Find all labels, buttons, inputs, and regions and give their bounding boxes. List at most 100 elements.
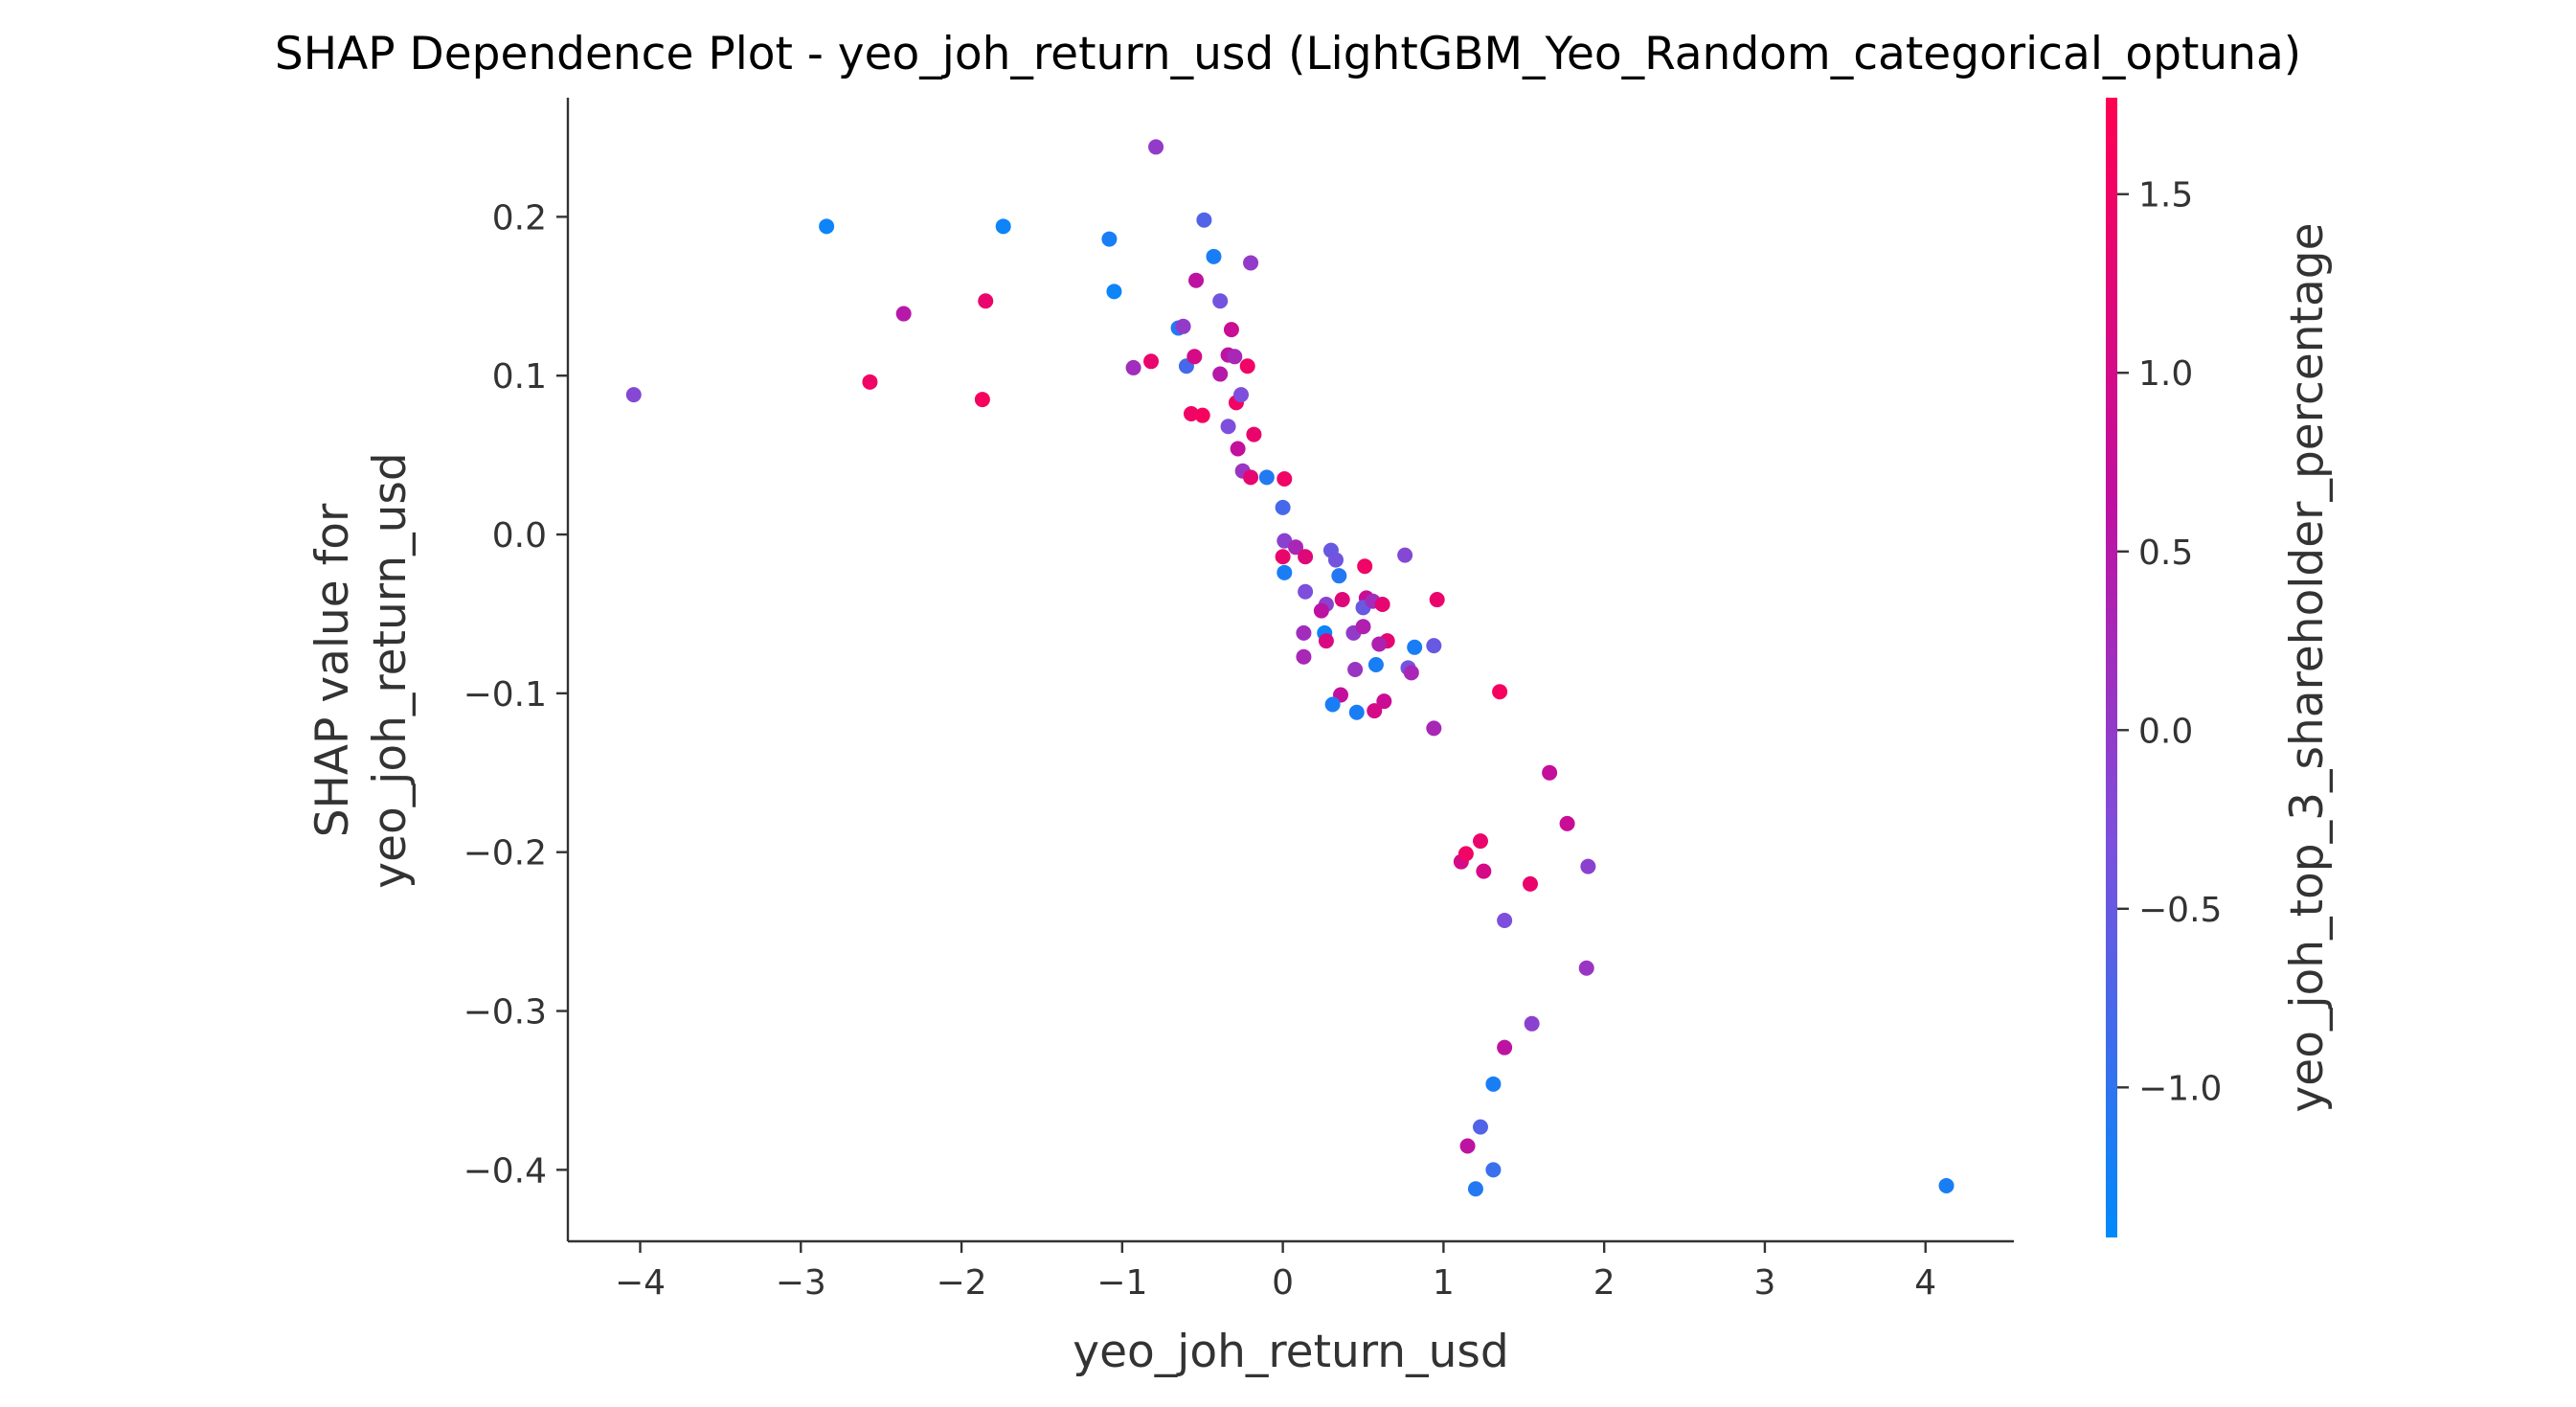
data-point <box>1277 564 1293 580</box>
x-tick-label: 1 <box>1433 1263 1455 1303</box>
data-point <box>1232 387 1249 403</box>
data-point <box>1227 349 1243 365</box>
data-point <box>1243 469 1259 486</box>
data-point <box>1246 426 1262 443</box>
data-point <box>1298 549 1314 565</box>
data-point <box>1407 639 1423 655</box>
data-point <box>1374 597 1390 613</box>
data-point <box>1288 539 1304 556</box>
data-point <box>895 306 912 322</box>
data-point <box>1277 533 1293 549</box>
data-point <box>1277 471 1293 487</box>
x-axis-ticks: −4 −3 −2 −1 0 1 2 3 4 <box>615 1241 1936 1303</box>
data-point <box>1212 366 1229 382</box>
colorbar-tick-label: 1.5 <box>2138 176 2193 216</box>
data-point <box>1298 583 1314 600</box>
data-point <box>1318 633 1334 649</box>
data-point <box>1125 359 1141 375</box>
data-point <box>1497 913 1513 929</box>
data-point <box>1522 875 1538 892</box>
data-point <box>1426 720 1442 737</box>
data-point <box>1467 1181 1483 1197</box>
data-point <box>1275 549 1291 565</box>
data-point <box>1472 833 1488 850</box>
data-point <box>995 218 1011 235</box>
data-point <box>1101 231 1118 247</box>
colorbar-tick-label: 1.0 <box>2138 354 2193 394</box>
x-axis-label: yeo_joh_return_usd <box>1073 1326 1508 1378</box>
x-tick-label: −3 <box>776 1263 826 1303</box>
data-point <box>1258 469 1275 486</box>
colorbar-tick-label: 0.5 <box>2138 533 2193 573</box>
x-tick-label: −4 <box>615 1263 666 1303</box>
data-point <box>1580 858 1596 874</box>
data-point <box>1559 815 1575 831</box>
plot-area: −4 −3 −2 −1 0 1 2 3 4 0.2 0.1 0.0 −0.1 −0.2 −0.3 −0.4 <box>463 98 2014 1303</box>
x-tick-label: −2 <box>937 1263 987 1303</box>
data-point <box>978 293 994 309</box>
data-point <box>1230 441 1246 457</box>
data-point <box>1188 272 1205 288</box>
chart-title: SHAP Dependence Plot - yeo_joh_return_us… <box>275 28 2301 80</box>
data-points <box>625 139 1955 1197</box>
data-point <box>1212 293 1229 309</box>
data-point <box>1459 1138 1476 1154</box>
data-point <box>1485 1162 1502 1178</box>
data-point <box>1524 1015 1540 1032</box>
data-point <box>1485 1076 1502 1092</box>
colorbar: 1.5 1.0 0.5 0.0 −0.5 −1.0 <box>2106 98 2222 1237</box>
y-tick-label: 0.2 <box>492 198 547 238</box>
colorbar-ticks: 1.5 1.0 0.5 0.0 −0.5 −1.0 <box>2117 176 2222 1108</box>
data-point <box>1194 407 1210 423</box>
data-point <box>1183 406 1199 422</box>
data-point <box>1397 547 1413 563</box>
data-point <box>1175 318 1191 334</box>
x-tick-label: 2 <box>1593 1263 1616 1303</box>
data-point <box>1275 499 1291 515</box>
data-point <box>1371 636 1388 652</box>
data-point <box>1472 1119 1488 1135</box>
data-point <box>1196 212 1212 228</box>
data-point <box>1239 358 1255 374</box>
data-point <box>1186 349 1203 365</box>
data-point <box>1347 662 1364 677</box>
data-point <box>1296 648 1312 665</box>
data-point <box>1367 657 1384 673</box>
data-point <box>1223 322 1239 338</box>
data-point <box>1296 624 1312 641</box>
data-point <box>1376 693 1392 710</box>
data-point <box>1143 353 1160 370</box>
data-point <box>1327 552 1344 568</box>
colorbar-tick-label: −1.0 <box>2138 1069 2222 1108</box>
data-point <box>1355 619 1371 635</box>
x-tick-label: 0 <box>1272 1263 1294 1303</box>
data-point <box>1938 1177 1955 1193</box>
colorbar-tick-label: −0.5 <box>2138 891 2222 930</box>
y-tick-label: −0.3 <box>463 993 547 1033</box>
data-point <box>1331 568 1347 584</box>
y-tick-label: −0.1 <box>463 675 547 715</box>
data-point <box>1348 704 1365 720</box>
colorbar-gradient <box>2106 98 2117 1237</box>
data-point <box>1148 139 1164 155</box>
y-tick-label: 0.1 <box>492 357 547 397</box>
data-point <box>1403 665 1419 681</box>
data-point <box>1313 602 1329 619</box>
y-axis-ticks: 0.2 0.1 0.0 −0.1 −0.2 −0.3 −0.4 <box>463 198 568 1191</box>
data-point <box>819 218 835 235</box>
data-point <box>862 374 878 390</box>
data-point <box>1429 592 1445 608</box>
x-tick-label: 4 <box>1914 1263 1936 1303</box>
x-tick-label: 3 <box>1753 1263 1775 1303</box>
data-point <box>1578 960 1594 976</box>
data-point <box>1492 684 1508 700</box>
data-point <box>1334 592 1350 608</box>
data-point <box>1324 696 1341 713</box>
x-tick-label: −1 <box>1096 1263 1147 1303</box>
data-point <box>1243 255 1259 271</box>
data-point <box>625 387 642 403</box>
colorbar-tick-label: 0.0 <box>2138 712 2193 751</box>
data-point <box>1542 764 1558 781</box>
y-axis-label-line-2: yeo_joh_return_usd <box>364 452 417 888</box>
